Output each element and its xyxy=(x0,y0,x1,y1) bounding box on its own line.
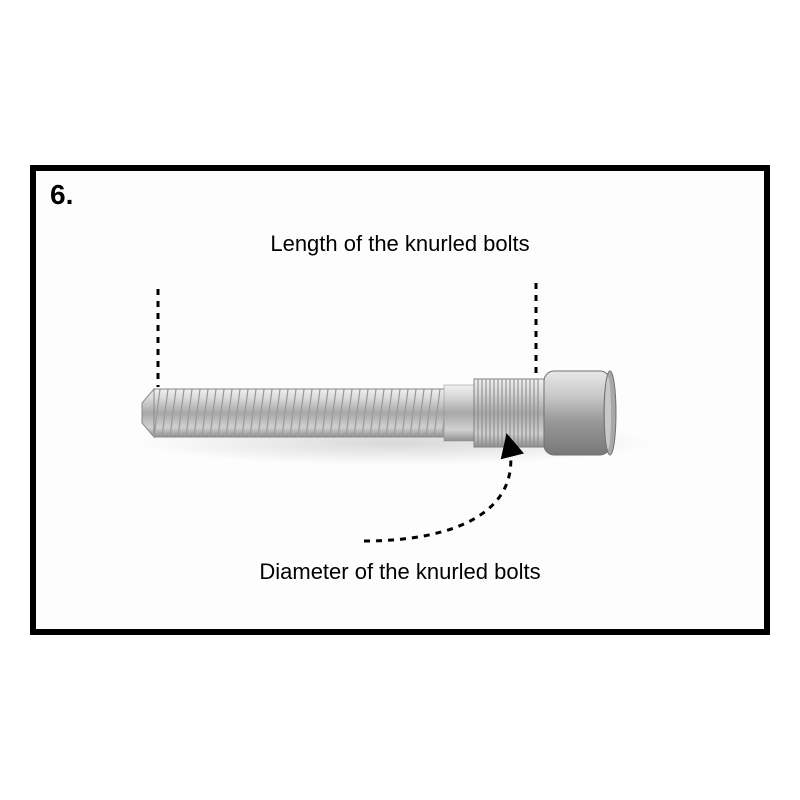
bolt-diagram-svg xyxy=(36,171,764,629)
bolt-shaft xyxy=(142,385,474,441)
bolt-head xyxy=(544,371,616,455)
diagram-frame: 6. Length of the knurled bolts Diameter … xyxy=(30,165,770,635)
bolt-knurl xyxy=(474,379,544,447)
